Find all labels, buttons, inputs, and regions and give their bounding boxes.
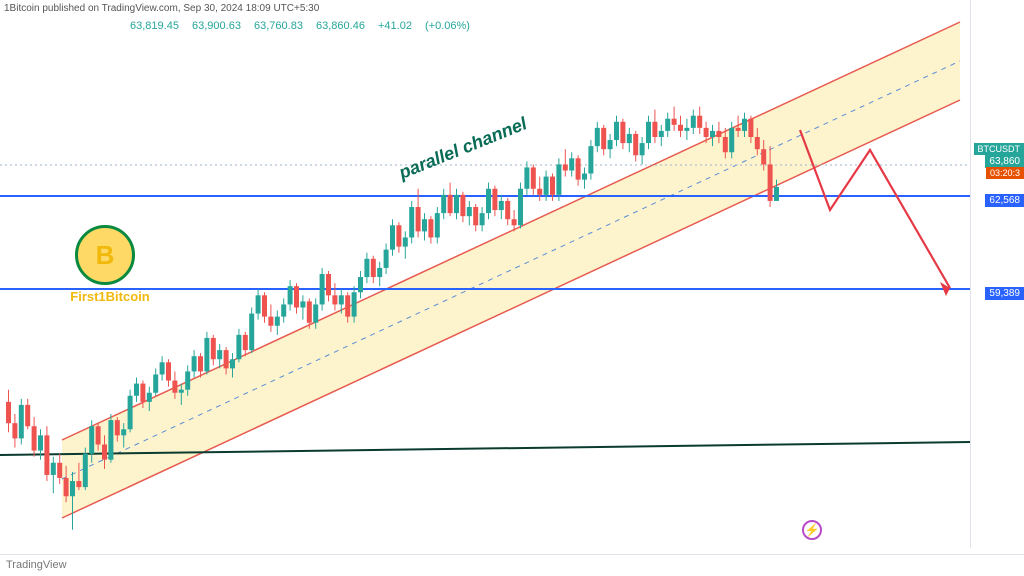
- bolt-icon[interactable]: ⚡: [802, 520, 822, 540]
- change-pct: (+0.06%): [425, 20, 470, 32]
- open-value: 63,819.45: [130, 20, 179, 32]
- countdown-tag: 03:20:3: [986, 167, 1024, 179]
- price-axis[interactable]: BTCUSDT 63,860 03:20:3 62,568 59,389: [970, 0, 1024, 548]
- change-value: +41.02: [378, 20, 412, 32]
- level2-tag: 59,389: [985, 287, 1024, 300]
- symbol-tag: BTCUSDT: [974, 143, 1024, 155]
- logo-text: First1Bitcoin: [55, 289, 165, 304]
- footer-brand: TradingView: [6, 559, 67, 571]
- close-value: 63,860.46: [316, 20, 365, 32]
- ohlc-readout: 63,819.45 63,900.63 63,760.83 63,860.46 …: [130, 20, 480, 32]
- watermark-logo: B First1Bitcoin: [55, 225, 165, 315]
- high-value: 63,900.63: [192, 20, 241, 32]
- level1-tag: 62,568: [985, 194, 1024, 207]
- low-value: 63,760.83: [254, 20, 303, 32]
- publisher-info: 1Bitcoin published on TradingView.com, S…: [4, 3, 319, 14]
- logo-icon: B: [75, 225, 135, 285]
- footer-bar: TradingView: [0, 554, 1024, 576]
